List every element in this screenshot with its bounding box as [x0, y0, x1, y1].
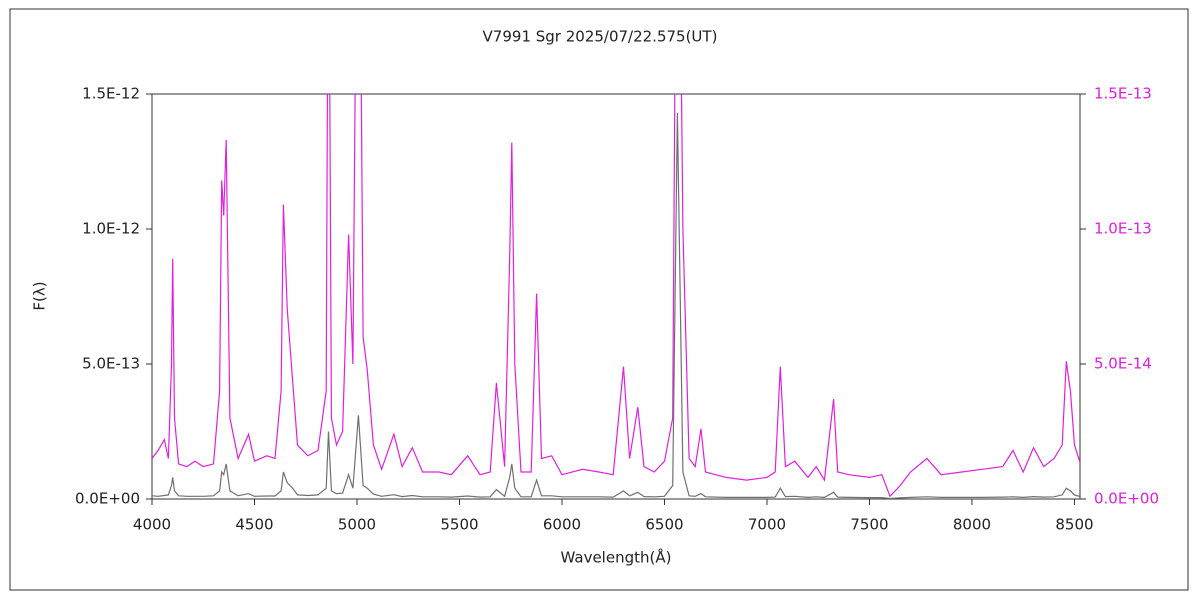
y-tick-label: 0.0E+00	[75, 490, 140, 508]
y-tick-label: 5.0E-13	[82, 355, 140, 373]
spectrum-line	[152, 112, 1080, 499]
x-tick-label: 5000	[338, 516, 376, 534]
y2-tick-label: 5.0E-14	[1094, 355, 1152, 373]
x-tick-label: 4500	[235, 516, 273, 534]
y2-tick-label: 0.0E+00	[1094, 490, 1159, 508]
y-tick-label: 1.0E-12	[82, 220, 140, 238]
x-tick-label: 8000	[953, 516, 991, 534]
y-axis-label: F(λ)	[31, 281, 49, 310]
x-tick-label: 7500	[850, 516, 888, 534]
y2-tick-label: 1.0E-13	[1094, 220, 1152, 238]
plot-frame	[151, 93, 1081, 500]
x-tick-label: 7000	[748, 516, 786, 534]
x-tick-label: 6000	[543, 516, 581, 534]
x-axis-label: Wavelength(Å)	[561, 548, 672, 567]
y2-tick-label: 1.5E-13	[1094, 85, 1152, 103]
spectrum-line	[152, 94, 1080, 498]
y-tick-label: 1.5E-12	[82, 85, 140, 103]
x-tick-label: 6500	[645, 516, 683, 534]
plot-area	[152, 94, 1080, 499]
x-tick-label: 8500	[1055, 516, 1093, 534]
chart-frame	[9, 8, 1189, 591]
chart-title: V7991 Sgr 2025/07/22.575(UT)	[483, 28, 718, 46]
x-tick-label: 4000	[133, 516, 171, 534]
x-tick-label: 5500	[440, 516, 478, 534]
